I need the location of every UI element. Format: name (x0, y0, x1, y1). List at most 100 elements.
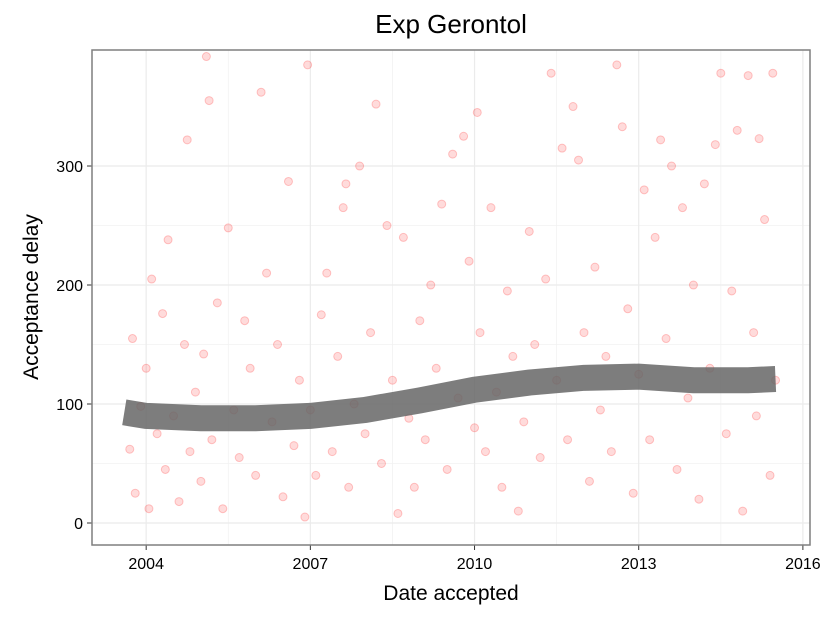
plot-border (91, 49, 811, 546)
point (240, 316, 250, 326)
point (223, 223, 233, 233)
point (327, 447, 337, 457)
point (754, 134, 764, 144)
point (366, 328, 376, 338)
point (160, 464, 170, 474)
point (174, 497, 184, 507)
point (480, 447, 490, 457)
point (179, 340, 189, 350)
point (311, 470, 321, 480)
point (218, 504, 228, 514)
point (415, 316, 425, 326)
point (393, 508, 403, 518)
point (322, 268, 332, 278)
point (743, 71, 753, 81)
point (442, 464, 452, 474)
x-tick-label: 2010 (457, 556, 493, 573)
point (656, 135, 666, 145)
point (546, 68, 556, 78)
point (431, 363, 441, 373)
point (234, 453, 244, 463)
point (475, 328, 485, 338)
smooth-line (122, 363, 777, 432)
point (639, 185, 649, 195)
point (316, 310, 326, 320)
point (590, 262, 600, 272)
point (694, 494, 704, 504)
point (584, 476, 594, 486)
point (303, 60, 313, 70)
point (623, 304, 633, 314)
point (765, 470, 775, 480)
point (294, 375, 304, 385)
point (568, 102, 578, 112)
point (251, 470, 261, 480)
point (579, 328, 589, 338)
point (376, 458, 386, 468)
point (256, 87, 266, 97)
point (721, 429, 731, 439)
point (190, 387, 200, 397)
point (196, 476, 206, 486)
x-tick-label: 2007 (293, 556, 329, 573)
point (595, 405, 605, 415)
point (486, 203, 496, 213)
point (749, 328, 759, 338)
point (563, 435, 573, 445)
point (667, 161, 677, 171)
point (185, 447, 195, 457)
point (127, 334, 137, 344)
point (541, 274, 551, 284)
point (289, 441, 299, 451)
y-tick-label: 200 (56, 278, 83, 295)
point (333, 351, 343, 361)
point (535, 453, 545, 463)
point (283, 176, 293, 186)
point (760, 215, 770, 225)
point (163, 235, 173, 245)
point (158, 309, 168, 319)
point (502, 286, 512, 296)
point (420, 435, 430, 445)
point (645, 435, 655, 445)
point (207, 435, 217, 445)
point (398, 232, 408, 242)
y-axis-label: Acceptance delay (20, 214, 43, 380)
point (628, 488, 638, 498)
point (344, 482, 354, 492)
point (141, 363, 151, 373)
point (672, 464, 682, 474)
point (688, 280, 698, 290)
point (472, 107, 482, 117)
point (355, 161, 365, 171)
point (437, 199, 447, 209)
point (382, 221, 392, 231)
point (426, 280, 436, 290)
point (557, 143, 567, 153)
point (470, 423, 480, 433)
point (201, 52, 211, 62)
point (130, 488, 140, 498)
point (524, 226, 534, 236)
point (677, 203, 687, 213)
point (300, 512, 310, 522)
point (768, 68, 778, 78)
point (262, 268, 272, 278)
point (147, 274, 157, 284)
point (497, 482, 507, 492)
point (661, 334, 671, 344)
point (650, 232, 660, 242)
x-tick-label: 2013 (621, 556, 657, 573)
point (574, 155, 584, 165)
point (338, 203, 348, 213)
point (508, 351, 518, 361)
point (727, 286, 737, 296)
x-axis-label: Date accepted (383, 582, 518, 605)
point (371, 99, 381, 109)
point (683, 393, 693, 403)
point (273, 340, 283, 350)
point (530, 340, 540, 350)
point (699, 179, 709, 189)
y-tick-label: 300 (56, 159, 83, 176)
